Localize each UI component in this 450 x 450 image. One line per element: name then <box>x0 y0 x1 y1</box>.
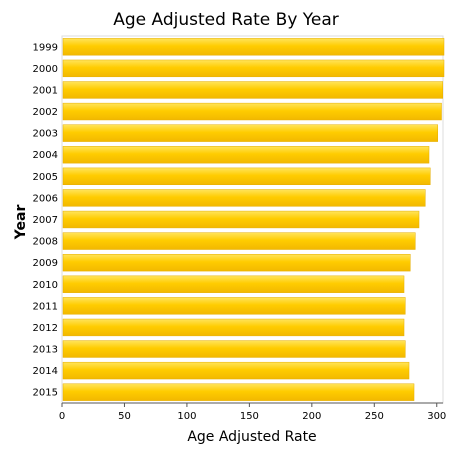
bar-2013 <box>62 340 406 358</box>
x-axis-label: Age Adjusted Rate <box>187 429 316 445</box>
y-tick-label-2013: 2013 <box>33 345 58 356</box>
x-tick-label-0: 0 <box>59 411 65 422</box>
y-tick-label-1999: 1999 <box>33 42 58 53</box>
y-tick-label-2007: 2007 <box>33 215 58 226</box>
y-tick-label-2009: 2009 <box>33 258 58 269</box>
bar-2001 <box>62 81 444 99</box>
y-tick-label-2002: 2002 <box>33 107 58 118</box>
y-tick-labels: 1999 2000 2001 2002 2003 2004 2005 2006 2007 2008… <box>33 42 58 398</box>
bar-2011 <box>62 297 406 315</box>
y-tick-label-2010: 2010 <box>33 280 58 291</box>
y-tick-label-2015: 2015 <box>33 388 58 399</box>
y-axis-label: Year <box>13 205 29 241</box>
y-tick-label-2003: 2003 <box>33 129 58 140</box>
x-tick-label-150: 150 <box>240 411 259 422</box>
bar-2012 <box>62 318 405 337</box>
bar-2010 <box>62 275 405 293</box>
bar-2002 <box>62 102 442 121</box>
x-tick-label-200: 200 <box>302 411 321 422</box>
x-tick-label-50: 50 <box>118 411 131 422</box>
y-tick-label-2001: 2001 <box>33 85 58 96</box>
x-tick-label-100: 100 <box>177 411 196 422</box>
bar-2008 <box>62 232 416 250</box>
y-tick-label-2011: 2011 <box>33 301 58 312</box>
y-tick-label-2004: 2004 <box>33 150 58 161</box>
x-tick-labels: 0 50 100 150 200 250 300 <box>59 403 446 422</box>
x-tick-label-300: 300 <box>427 411 446 422</box>
y-tick-label-2006: 2006 <box>33 193 58 204</box>
bar-1999 <box>62 38 445 56</box>
x-tick-label-250: 250 <box>365 411 384 422</box>
bar-2005 <box>62 167 431 185</box>
bar-2015 <box>62 383 415 401</box>
y-tick-label-2014: 2014 <box>33 366 58 377</box>
y-tick-label-2000: 2000 <box>33 64 58 75</box>
y-tick-label-2012: 2012 <box>33 323 58 334</box>
bar-2014 <box>62 361 410 380</box>
bar-2007 <box>62 210 420 229</box>
chart-title: Age Adjusted Rate By Year <box>113 10 339 30</box>
bar-2009 <box>62 254 411 272</box>
bar-2004 <box>62 146 430 164</box>
y-tick-label-2005: 2005 <box>33 172 58 183</box>
bar-2006 <box>62 189 426 207</box>
bar-2003 <box>62 124 439 142</box>
y-tick-label-2008: 2008 <box>33 237 58 248</box>
bar-2000 <box>62 59 445 78</box>
bars-group <box>62 38 445 401</box>
